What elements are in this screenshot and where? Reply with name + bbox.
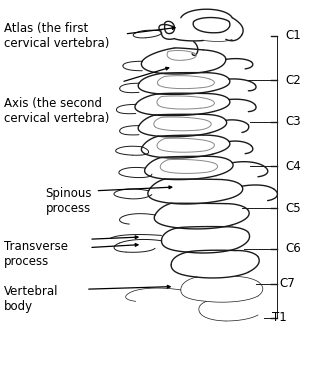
Text: C7: C7 [280,277,296,290]
Text: T1: T1 [273,311,287,324]
Text: C1: C1 [285,29,301,42]
Text: Spinous
process: Spinous process [46,187,92,215]
Text: Axis (the second
cervical vertebra): Axis (the second cervical vertebra) [4,97,109,125]
Text: Atlas (the first
cervical vertebra): Atlas (the first cervical vertebra) [4,22,109,49]
Text: Transverse
process: Transverse process [4,240,68,268]
Text: C2: C2 [285,74,301,87]
Text: C4: C4 [285,160,301,173]
Text: C6: C6 [285,242,301,255]
Text: C5: C5 [285,202,301,215]
Text: C3: C3 [285,116,301,128]
Text: Vertebral
body: Vertebral body [4,285,58,314]
